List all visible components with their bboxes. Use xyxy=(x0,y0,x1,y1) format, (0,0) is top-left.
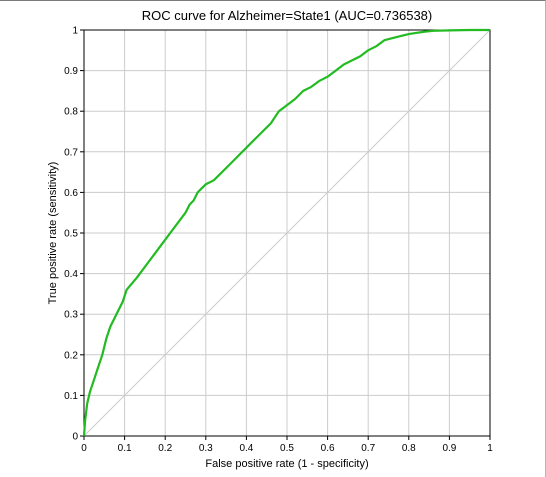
y-tick-label: 1 xyxy=(72,26,78,37)
x-tick-label: 0.7 xyxy=(361,443,375,454)
y-tick-label: 0.8 xyxy=(64,107,78,118)
y-tick-label: 0.2 xyxy=(64,350,78,361)
x-axis-label: False positive rate (1 - specificity) xyxy=(205,458,368,470)
roc-curve xyxy=(82,28,490,437)
y-tick-label: 0.3 xyxy=(64,310,78,321)
x-tick-label: 0.8 xyxy=(402,443,416,454)
axis-ticks: 0 0.1 0.2 0.3 0.4 0.5 0.6 0.7 0.8 0.9 1 0 0.1 0.2 0.3 0… xyxy=(64,26,493,455)
x-tick-label: 0.3 xyxy=(199,443,213,454)
chart-title: ROC curve for Alzheimer=State1 (AUC=0.73… xyxy=(142,8,432,23)
y-tick-label: 0.7 xyxy=(64,147,78,158)
y-tick-label: 0.5 xyxy=(64,229,78,240)
x-tick-label: 0.2 xyxy=(158,443,172,454)
diagonal-reference-line xyxy=(83,29,491,437)
x-tick-label: 1 xyxy=(487,443,493,454)
y-tick-label: 0.4 xyxy=(64,269,78,280)
y-tick-label: 0.6 xyxy=(64,188,78,199)
y-tick-label: 0 xyxy=(72,432,78,443)
y-axis-label: True positive rate (sensitivity) xyxy=(47,162,59,305)
y-tick-label: 0.9 xyxy=(64,66,78,77)
x-tick-label: 0.9 xyxy=(442,443,456,454)
x-tick-label: 0.1 xyxy=(118,443,132,454)
x-tick-label: 0 xyxy=(81,443,87,454)
x-tick-label: 0.6 xyxy=(321,443,335,454)
x-tick-label: 0.5 xyxy=(280,443,294,454)
x-tick-label: 0.4 xyxy=(239,443,253,454)
y-tick-label: 0.1 xyxy=(64,391,78,402)
